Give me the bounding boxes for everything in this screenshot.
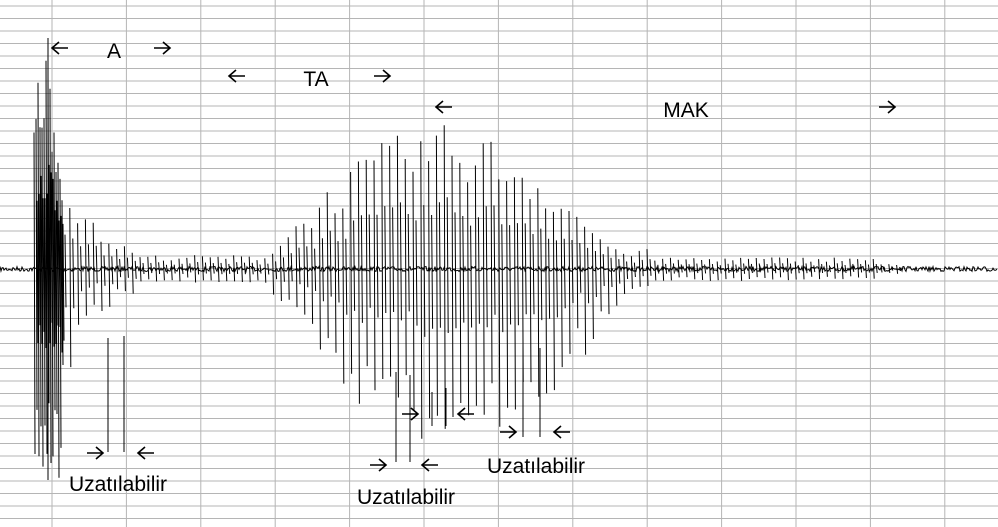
arrow: [552, 425, 570, 439]
arrow: [136, 446, 154, 460]
waveform: [0, 60, 998, 478]
arrow: [456, 407, 474, 421]
arrow: [434, 100, 452, 114]
arrow: [154, 41, 172, 55]
arrow: [402, 407, 420, 421]
syllable-label: A: [107, 40, 121, 63]
marker-lines: [47, 38, 541, 480]
arrow: [87, 446, 105, 460]
syllable-label: MAK: [663, 99, 709, 122]
note-label: Uzatılabilir: [357, 486, 455, 509]
arrow: [50, 41, 68, 55]
note-label: Uzatılabilir: [487, 455, 585, 478]
note-label: Uzatılabilir: [69, 473, 167, 496]
arrow: [500, 425, 518, 439]
syllable-label: TA: [303, 68, 328, 91]
arrow: [227, 69, 245, 83]
arrows: [50, 41, 897, 472]
arrow: [879, 100, 897, 114]
arrow: [420, 458, 438, 472]
arrow: [374, 69, 392, 83]
arrow: [370, 458, 388, 472]
